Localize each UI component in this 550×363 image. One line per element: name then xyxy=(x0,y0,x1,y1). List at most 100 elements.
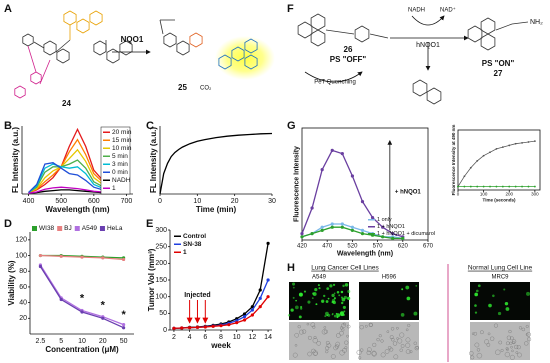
fluorescence-image xyxy=(359,282,419,320)
x-tick-label: 200 xyxy=(505,192,513,197)
ring xyxy=(231,46,245,62)
chart: B 400 500 600 700 Wavelength (nm) FL Intensity… xyxy=(4,120,133,214)
cell xyxy=(516,345,521,350)
data-point xyxy=(533,140,536,143)
cell xyxy=(415,345,419,350)
data-point xyxy=(495,147,498,150)
cell-signal xyxy=(405,285,410,290)
ring xyxy=(297,21,313,39)
chart: 0 100 200 300 Time (seconds) Fluorescence Int… xyxy=(451,125,541,203)
data-point xyxy=(350,174,354,178)
bond xyxy=(39,59,51,85)
cell-signal xyxy=(324,315,327,318)
ring xyxy=(93,40,107,56)
cell xyxy=(476,352,483,359)
data-point xyxy=(320,228,324,232)
legend-label: 0 min xyxy=(112,169,128,176)
cell-signal xyxy=(344,283,349,287)
x-tick-label: 420 xyxy=(297,244,308,250)
enzyme: hNQO1 xyxy=(416,42,440,49)
cell xyxy=(511,339,517,344)
series-line xyxy=(28,189,127,194)
data-point xyxy=(463,175,466,178)
cell xyxy=(341,323,346,329)
y-axis-title: Viability (%) xyxy=(7,260,16,306)
pet-arc xyxy=(304,71,363,83)
x-tick-label: 470 xyxy=(322,244,333,250)
cell-signal xyxy=(474,311,478,314)
panel-label: F xyxy=(287,3,294,15)
cell xyxy=(399,348,403,352)
ring xyxy=(119,40,133,56)
data-point xyxy=(266,295,270,299)
cell xyxy=(476,348,481,352)
data-point xyxy=(219,324,223,328)
cell-signal xyxy=(325,300,329,303)
data-point xyxy=(310,206,314,210)
data-point xyxy=(180,326,184,330)
chart: E 2 4 6 8 10 12 14 0 50 100 150 200 250 300 week Tumor V… xyxy=(146,218,272,350)
cell-signal xyxy=(323,294,326,298)
data-point xyxy=(370,216,375,220)
cell-signal xyxy=(340,290,344,294)
scheme-a xyxy=(14,10,275,99)
data-point xyxy=(514,185,517,188)
data-point xyxy=(489,185,491,188)
x-tick-label: 8 xyxy=(219,334,223,341)
cell-signal xyxy=(504,301,509,306)
cell-signal xyxy=(342,305,346,309)
cell xyxy=(334,344,340,349)
panel-label: A xyxy=(4,3,12,15)
data-point xyxy=(172,326,176,330)
cell xyxy=(508,329,512,334)
cell-signal xyxy=(347,289,351,294)
cell-signal xyxy=(326,287,330,291)
cell xyxy=(325,346,330,351)
data-point xyxy=(360,228,365,232)
cell xyxy=(366,350,371,355)
legend-label: 3 min xyxy=(112,161,128,168)
y-tick-label: 120 xyxy=(15,237,27,244)
data-point xyxy=(350,228,354,232)
cell xyxy=(399,332,405,338)
series-line xyxy=(28,163,127,194)
data-point xyxy=(401,236,405,240)
cell xyxy=(356,349,362,355)
ring xyxy=(467,25,483,43)
x-tick-label: 20 xyxy=(231,198,239,205)
cell-signal xyxy=(331,293,335,298)
cell xyxy=(389,335,394,340)
cell xyxy=(405,349,411,354)
cell xyxy=(336,333,341,338)
ring xyxy=(76,18,90,34)
cell xyxy=(473,331,478,336)
cell-line: MRC9 xyxy=(491,275,509,281)
series-line xyxy=(28,127,127,194)
cell xyxy=(342,322,346,326)
ring xyxy=(310,29,326,47)
series-line xyxy=(28,138,127,194)
cell-signal xyxy=(303,290,307,293)
y-axis-title: FL Intensity (a.u.) xyxy=(11,127,20,193)
ring xyxy=(189,32,203,48)
cell xyxy=(372,342,377,347)
cell xyxy=(505,341,510,346)
cell xyxy=(323,326,327,329)
y-tick-label: 150 xyxy=(155,277,167,284)
data-point xyxy=(463,185,466,188)
cell xyxy=(413,341,417,345)
y-axis-title: FL Intensity (a.u.) xyxy=(149,127,158,193)
cell xyxy=(490,336,495,341)
cell xyxy=(514,344,519,350)
cell xyxy=(397,338,403,344)
data-point xyxy=(250,313,254,317)
ring xyxy=(426,87,442,105)
cell xyxy=(498,340,503,345)
compound-number: 24 xyxy=(62,99,71,108)
y-tick-label: 200 xyxy=(155,260,167,267)
panel-label: D xyxy=(4,218,12,230)
data-point xyxy=(391,236,395,240)
cell xyxy=(392,341,398,346)
cell xyxy=(316,341,321,346)
x-tick-label: 50 xyxy=(120,338,128,345)
